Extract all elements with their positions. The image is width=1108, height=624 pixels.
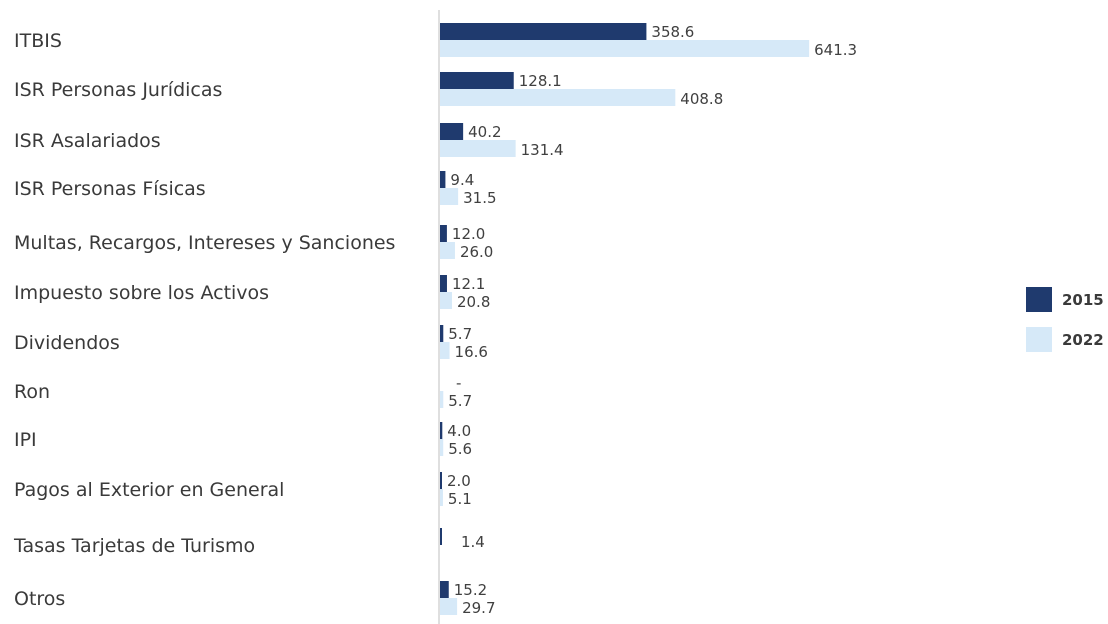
bar-2022 — [440, 242, 455, 259]
bar-2022 — [440, 598, 458, 615]
value-label-2022: 29.7 — [462, 599, 495, 617]
bar-2022 — [440, 342, 450, 359]
category-label: ISR Personas Jurídicas — [14, 79, 222, 101]
value-label-2022: 5.1 — [448, 490, 472, 508]
value-label-2022: 5.7 — [448, 392, 472, 410]
value-label-2022: 641.3 — [814, 41, 857, 59]
category-label: Ron — [14, 381, 50, 403]
category-label: Impuesto sobre los Activos — [14, 282, 269, 304]
value-labels: 358.6 641.3 128.1 408.8 40.2 131.4 9.431.5 12.0… — [447, 23, 857, 617]
bar-2022 — [440, 439, 444, 456]
value-label-2015: 2.0 — [447, 472, 471, 490]
value-label-2015: 12.1 — [452, 275, 485, 293]
value-label-2015: 15.2 — [454, 581, 487, 599]
value-label-2022: 16.6 — [455, 343, 488, 361]
category-label: ISR Asalariados — [14, 130, 161, 152]
bar-2022 — [440, 292, 452, 309]
value-label-2015: - — [456, 374, 461, 392]
bar-2015 — [440, 581, 449, 598]
bar-2022 — [440, 391, 444, 408]
value-label-2022: 20.8 — [457, 293, 490, 311]
bar-2015 — [440, 171, 446, 188]
category-label: Multas, Recargos, Intereses y Sanciones — [14, 232, 395, 254]
bar-2015 — [440, 325, 444, 342]
value-label-2015: 40.2 — [468, 123, 501, 141]
value-label-2015: 358.6 — [651, 23, 694, 41]
value-label-2022: 26.0 — [460, 243, 493, 261]
bar-2015 — [440, 472, 442, 489]
legend: 2015 2022 — [1026, 287, 1104, 352]
bar-2015 — [440, 23, 647, 40]
value-label-2022: 1.4 — [461, 533, 485, 551]
category-label: Pagos al Exterior en General — [14, 479, 284, 501]
bar-2015 — [440, 275, 447, 292]
value-label-2015: 4.0 — [447, 422, 471, 440]
bar-2015 — [440, 72, 514, 89]
bar-2022 — [440, 188, 459, 205]
value-label-2015: 5.7 — [448, 325, 472, 343]
bar-2022 — [440, 489, 443, 506]
legend-swatch-2022 — [1026, 327, 1052, 352]
category-label: Otros — [14, 588, 65, 610]
category-label: ISR Personas Físicas — [14, 178, 206, 200]
bar-2015 — [440, 123, 464, 140]
value-label-2015: 9.4 — [450, 171, 474, 189]
category-label: Tasas Tarjetas de Turismo — [13, 535, 255, 557]
bar-2015 — [440, 422, 443, 439]
legend-label-2022: 2022 — [1062, 331, 1104, 349]
category-label: IPI — [14, 429, 37, 451]
bar-2015 — [440, 528, 442, 545]
bar-2022 — [440, 40, 810, 57]
value-label-2015: 12.0 — [452, 225, 485, 243]
value-label-2015: 128.1 — [519, 72, 562, 90]
legend-swatch-2015 — [1026, 287, 1052, 312]
value-label-2022: 131.4 — [521, 141, 564, 159]
value-label-2022: 408.8 — [680, 90, 723, 108]
legend-label-2015: 2015 — [1062, 291, 1104, 309]
category-label: ITBIS — [14, 30, 62, 52]
bar-2015 — [440, 225, 447, 242]
value-label-2022: 31.5 — [463, 189, 496, 207]
category-labels: ITBIS ISR Personas Jurídicas ISR Asalariad… — [13, 30, 395, 610]
bars — [440, 23, 810, 615]
value-label-2022: 5.6 — [448, 440, 472, 458]
bar-2022 — [440, 140, 516, 157]
category-label: Dividendos — [14, 332, 120, 354]
bar-2022 — [440, 89, 676, 106]
